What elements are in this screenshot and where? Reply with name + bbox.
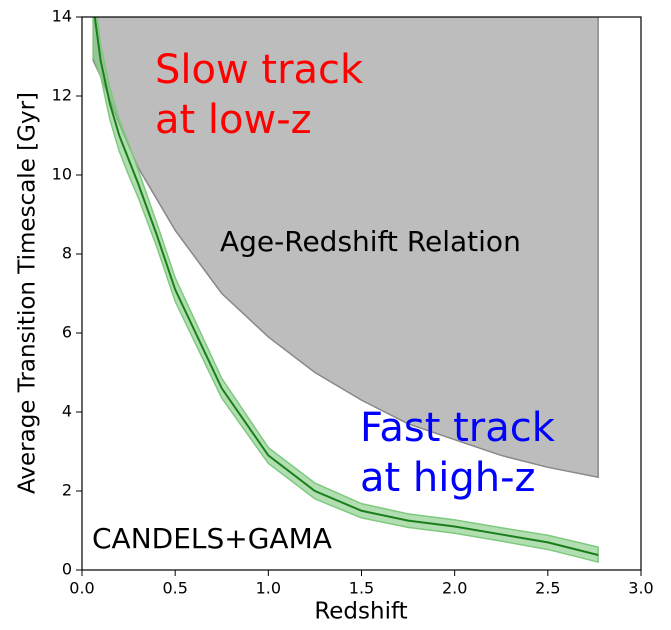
annotation: at low-z xyxy=(155,97,312,143)
x-tick-label: 1.0 xyxy=(256,579,281,598)
y-tick-label: 6 xyxy=(62,323,72,342)
y-tick-label: 4 xyxy=(62,402,72,421)
x-tick-label: 0.0 xyxy=(69,579,94,598)
region-label: Age-Redshift Relation xyxy=(220,225,521,258)
y-tick-label: 14 xyxy=(52,7,72,26)
annotation: at high-z xyxy=(360,455,536,501)
confidence-band xyxy=(92,17,599,564)
x-tick-label: 2.5 xyxy=(535,579,560,598)
y-tick-label: 8 xyxy=(62,244,72,263)
y-axis-label: Average Transition Timescale [Gyr] xyxy=(15,92,41,494)
y-tick-label: 2 xyxy=(62,481,72,500)
x-tick-label: 0.5 xyxy=(162,579,187,598)
annotation: Fast track xyxy=(360,405,556,451)
series-label: CANDELS+GAMA xyxy=(92,522,332,555)
y-tick-label: 0 xyxy=(62,560,72,579)
y-tick-label: 12 xyxy=(52,86,72,105)
y-tick-label: 10 xyxy=(52,165,72,184)
annotation: Slow track xyxy=(155,47,364,93)
x-tick-label: 1.5 xyxy=(349,579,374,598)
x-tick-label: 2.0 xyxy=(442,579,467,598)
line xyxy=(93,17,599,556)
x-axis-label: Redshift xyxy=(314,599,407,625)
x-tick-label: 3.0 xyxy=(628,579,653,598)
plot-area xyxy=(92,17,599,564)
